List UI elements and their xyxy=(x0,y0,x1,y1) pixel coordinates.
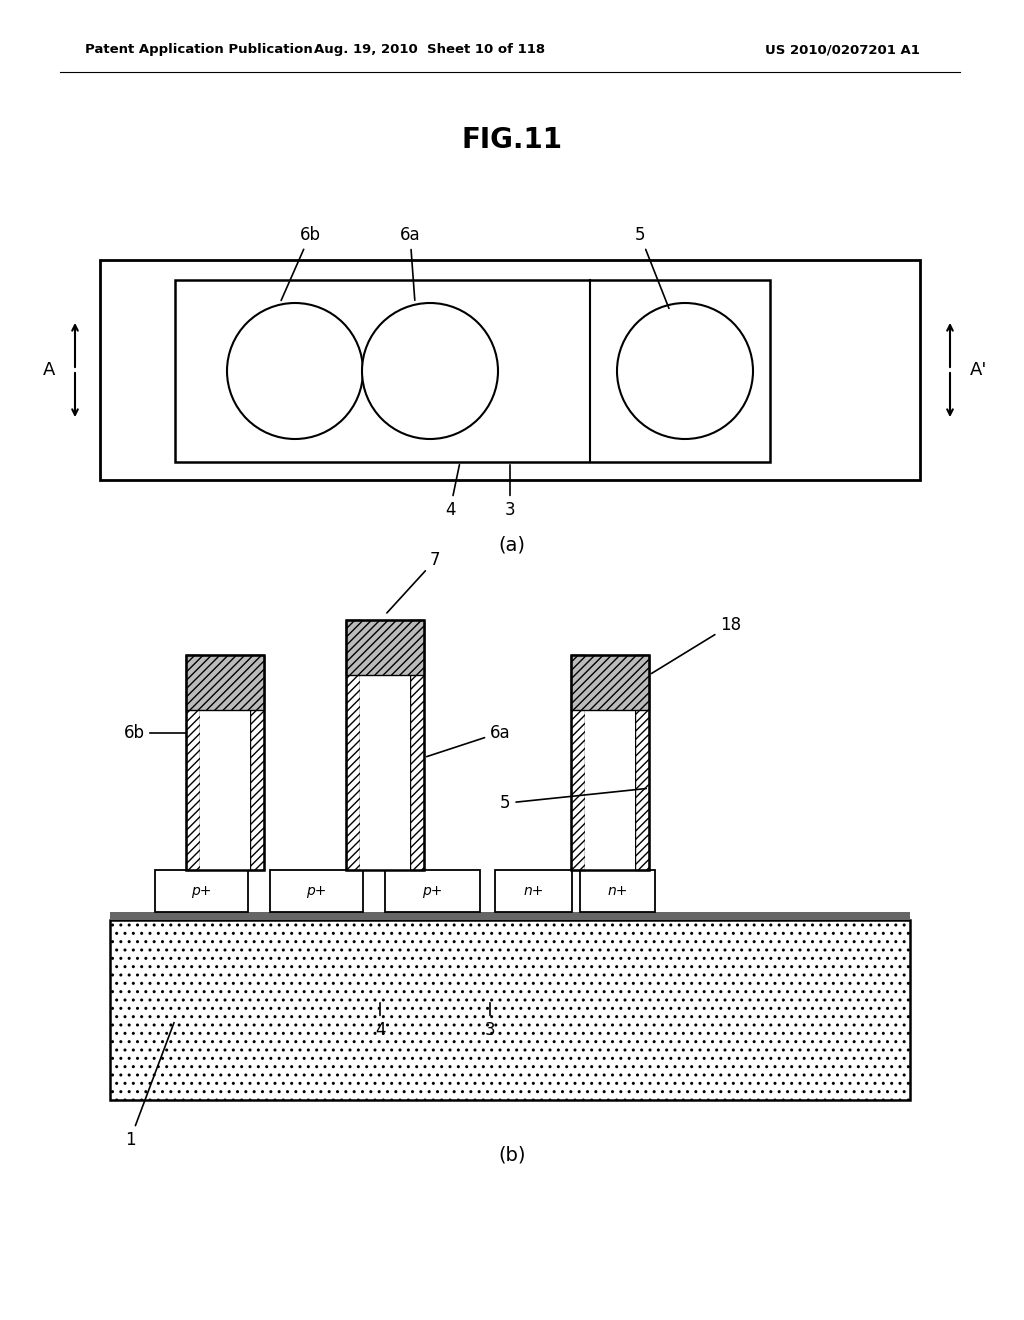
Bar xyxy=(571,655,649,710)
Bar xyxy=(495,870,572,912)
Text: (b): (b) xyxy=(499,1146,525,1164)
Bar xyxy=(186,655,200,870)
Bar xyxy=(580,870,655,912)
Text: 6a: 6a xyxy=(399,226,420,300)
Text: 1: 1 xyxy=(125,1023,174,1148)
Bar xyxy=(571,655,585,870)
Bar xyxy=(186,655,264,870)
Text: 3: 3 xyxy=(505,465,515,519)
Bar xyxy=(635,655,649,870)
Text: A: A xyxy=(43,360,55,379)
Text: (a): (a) xyxy=(499,536,525,554)
Text: 5: 5 xyxy=(635,226,669,309)
Bar xyxy=(186,655,264,710)
Bar xyxy=(585,710,635,870)
Bar xyxy=(175,280,770,462)
Bar xyxy=(360,675,410,870)
Bar xyxy=(346,620,424,870)
Bar xyxy=(270,870,362,912)
Text: p+: p+ xyxy=(306,884,327,898)
Text: 3: 3 xyxy=(484,1003,496,1039)
Ellipse shape xyxy=(617,304,753,440)
Text: Aug. 19, 2010  Sheet 10 of 118: Aug. 19, 2010 Sheet 10 of 118 xyxy=(314,44,546,57)
Bar xyxy=(110,920,910,1100)
Text: n+: n+ xyxy=(523,884,544,898)
Bar xyxy=(200,710,250,870)
Bar xyxy=(571,655,649,870)
Bar xyxy=(100,260,920,480)
Bar xyxy=(346,620,424,675)
Bar xyxy=(110,912,910,920)
Text: 4: 4 xyxy=(444,465,460,519)
Text: 6a: 6a xyxy=(427,723,511,756)
Text: A': A' xyxy=(970,360,987,379)
Ellipse shape xyxy=(362,304,498,440)
Text: 18: 18 xyxy=(651,616,741,673)
Text: US 2010/0207201 A1: US 2010/0207201 A1 xyxy=(765,44,920,57)
Text: 6b: 6b xyxy=(124,723,145,742)
Text: Patent Application Publication: Patent Application Publication xyxy=(85,44,312,57)
Bar xyxy=(385,870,480,912)
Text: 4: 4 xyxy=(375,1003,385,1039)
Text: 6b: 6b xyxy=(282,226,321,301)
Text: p+: p+ xyxy=(191,884,212,898)
Text: p+: p+ xyxy=(422,884,442,898)
Bar xyxy=(250,655,264,870)
Text: 7: 7 xyxy=(387,550,440,612)
Bar xyxy=(346,620,360,870)
Bar xyxy=(155,870,248,912)
Ellipse shape xyxy=(227,304,362,440)
Text: n+: n+ xyxy=(607,884,628,898)
Bar xyxy=(410,620,424,870)
Text: 5: 5 xyxy=(500,788,646,812)
Text: FIG.11: FIG.11 xyxy=(462,125,562,154)
